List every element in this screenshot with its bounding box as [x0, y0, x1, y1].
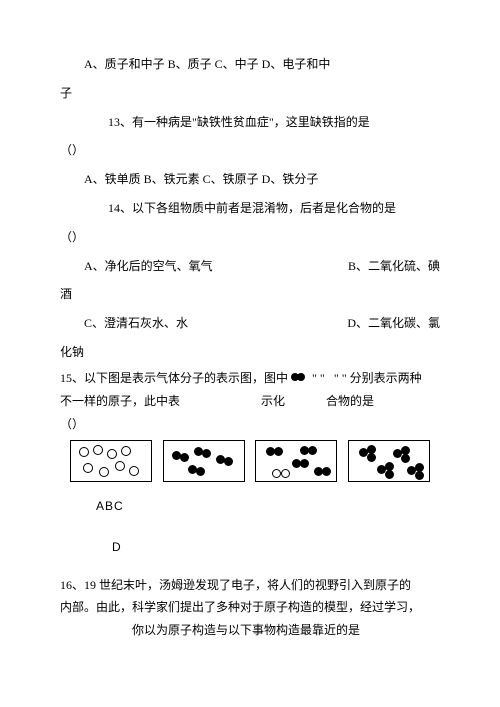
q15-l2a: 不一样的原子，此中表: [60, 390, 220, 413]
q16-line1: 16、19 世纪末叶，汤姆逊发现了电子，将人们的视野引入到原子的: [60, 574, 440, 597]
q13-options: A、铁单质 B、铁元素 C、铁原子 D、铁分子: [60, 165, 440, 194]
q12-options-cont: 子: [60, 79, 440, 108]
q14-optB-cont: 酒: [60, 280, 440, 309]
q15-l1a: 15、以下图是表示气体分子的表示图，图中: [60, 371, 288, 385]
q15-l2c: 合物的是: [326, 394, 374, 408]
q15-diagram-boxes: [70, 440, 430, 482]
q15-inline-dots: [291, 366, 303, 389]
q15-l2b: 示化: [223, 390, 323, 413]
q14-optA: A、净化后的空气、氧气: [84, 252, 348, 281]
q15-box-c: [255, 440, 337, 482]
q15-paren: （）: [60, 413, 440, 436]
q15-box-a: [70, 440, 152, 482]
q15-line2: 不一样的原子，此中表 示化 合物的是: [60, 390, 440, 413]
q15-l1c: " " 分别表示两种: [334, 371, 422, 385]
q14-paren: （）: [60, 223, 440, 252]
q14-stem: 14、以下各组物质中前者是混淆物，后者是化合物的是: [60, 194, 440, 223]
q16-line2: 内部。由此，科学家们提出了多种对于原子构造的模型，经过学习，: [60, 596, 440, 619]
q15-box-b: [163, 440, 245, 482]
q14-optD: D、二氧化碳、氯: [347, 309, 440, 338]
q13-paren: （）: [60, 136, 440, 165]
q15-abc-label: ABC: [60, 492, 440, 521]
q15-d-label: D: [60, 533, 440, 562]
q13-stem: 13、有一种病是"缺铁性贫血症"，这里缺铁指的是: [60, 108, 440, 137]
q14-optD-cont: 化钠: [60, 338, 440, 367]
q15-box-d: [348, 440, 430, 482]
q16-line3: 你以为原子构造与以下事物构造最靠近的是: [60, 619, 440, 642]
q12-options: A、质子和中子 B、质子 C、中子 D、电子和中: [60, 50, 440, 79]
q14-row-cd: C、澄清石灰水、水 D、二氧化碳、氯: [60, 309, 440, 338]
q15-l1b: " ": [312, 371, 325, 385]
q14-optC: C、澄清石灰水、水: [84, 309, 347, 338]
q15-line1: 15、以下图是表示气体分子的表示图，图中 " " " " 分别表示两种: [60, 367, 440, 391]
q14-row-ab: A、净化后的空气、氧气 B、二氧化硫、碘: [60, 252, 440, 281]
q14-optB: B、二氧化硫、碘: [348, 252, 440, 281]
